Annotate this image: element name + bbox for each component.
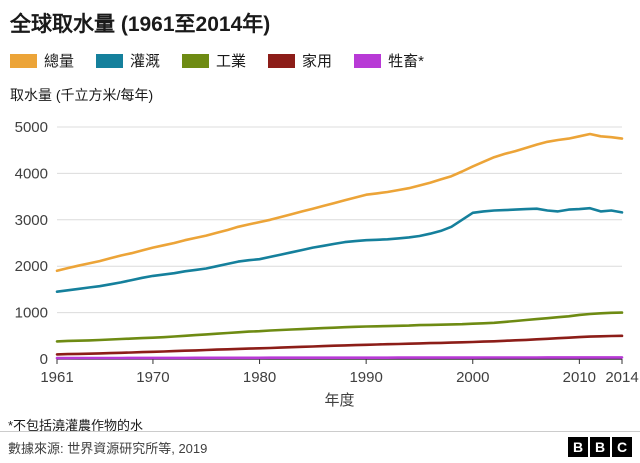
y-tick-label: 4000 <box>15 165 48 182</box>
x-tick-label: 2010 <box>563 369 596 386</box>
source-text: 數據來源: 世界資源研究所等, 2019 <box>8 440 208 456</box>
legend-swatch-irrigation <box>96 53 124 68</box>
page-title: 全球取水量 (1961至2014年) <box>10 13 271 36</box>
series-line-domestic <box>55 334 624 356</box>
x-tick-label: 2014 <box>605 369 638 386</box>
x-tick-label: 1980 <box>243 369 276 386</box>
legend-item-domestic: 家用 <box>268 50 332 71</box>
x-tick-label: 2000 <box>456 369 489 386</box>
legend-item-livestock: 牲畜* <box>354 50 424 71</box>
chart-svg: 0 1000 2000 3000 4000 5000 1961 1970 1980 1990 200… <box>15 119 639 409</box>
series-line-livestock <box>55 356 624 360</box>
y-tick-label: 0 <box>40 351 48 368</box>
legend-swatch-total <box>10 53 37 68</box>
legend-item-industry: 工業 <box>182 50 246 71</box>
legend-label-domestic: 家用 <box>302 53 333 70</box>
y-tick-label: 5000 <box>15 119 48 136</box>
legend-swatch-livestock <box>354 53 382 68</box>
y-tick-label: 1000 <box>15 305 48 322</box>
series-line-total <box>55 132 624 273</box>
bbc-logo-letter: B <box>568 437 588 457</box>
x-tick-label: 1990 <box>349 369 382 386</box>
legend-label-livestock: 牲畜* <box>388 53 424 70</box>
legend-label-irrigation: 灌溉 <box>130 53 161 70</box>
legend: 總量 灌溉 工業 家用 牲畜* <box>0 38 640 71</box>
y-tick-label: 3000 <box>15 212 48 229</box>
bbc-logo-letter: C <box>612 437 632 457</box>
series-line-irrigation <box>55 206 624 293</box>
legend-label-total: 總量 <box>44 53 75 70</box>
legend-swatch-domestic <box>268 53 296 68</box>
series-line-industry <box>55 311 624 343</box>
legend-item-total: 總量 <box>10 50 74 71</box>
y-axis-unit-label: 取水量 (千立方米/每年) <box>10 87 154 103</box>
bbc-logo-letter: B <box>590 437 610 457</box>
legend-label-industry: 工業 <box>216 53 247 70</box>
x-tick-label: 1961 <box>40 369 73 386</box>
x-axis-title: 年度 <box>324 392 354 409</box>
legend-item-irrigation: 灌溉 <box>96 50 160 71</box>
x-tick-label: 1970 <box>136 369 169 386</box>
legend-swatch-industry <box>182 53 210 68</box>
y-tick-label: 2000 <box>15 258 48 275</box>
footnote: *不包括澆灌農作物的水 <box>8 418 144 433</box>
